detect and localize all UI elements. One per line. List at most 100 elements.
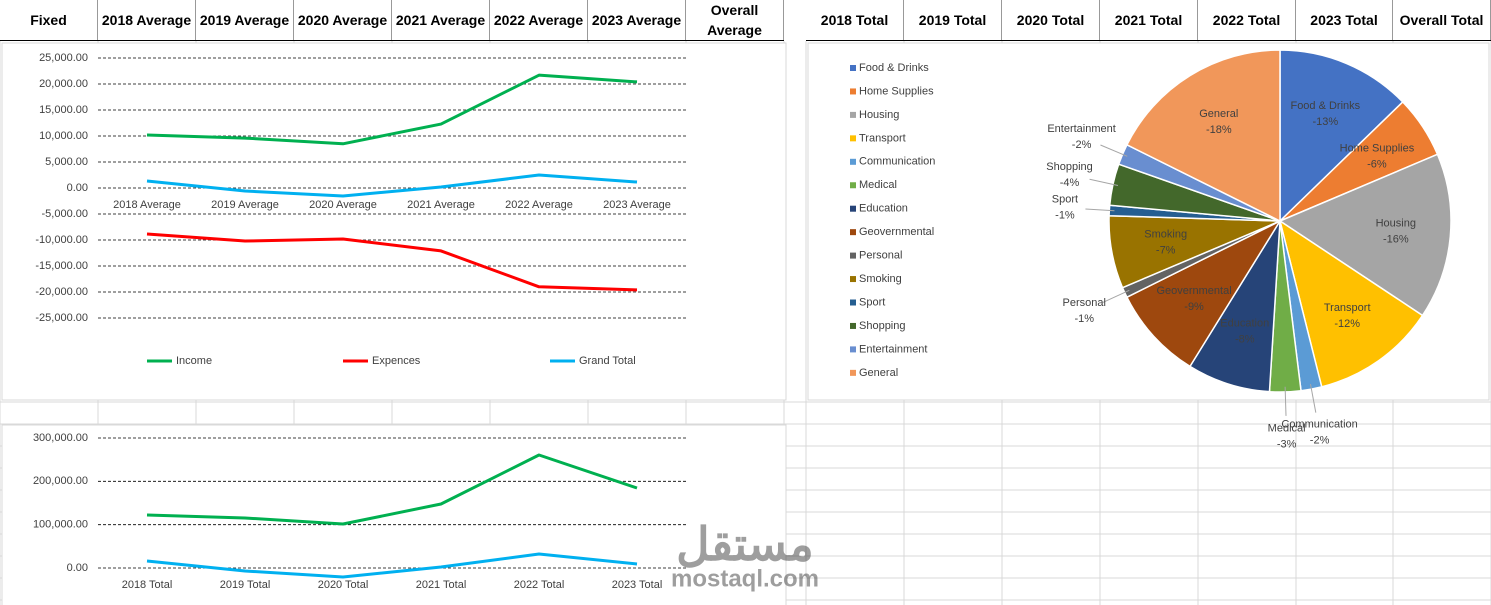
legend-swatch bbox=[850, 229, 856, 236]
legend-label: Housing bbox=[859, 109, 899, 121]
header-cell: Overall Average bbox=[686, 0, 784, 40]
header-cell: 2018 Average bbox=[98, 0, 196, 40]
slice-value: -12% bbox=[1334, 318, 1360, 330]
header-cell: 2020 Average bbox=[294, 0, 392, 40]
pie-slice bbox=[1279, 49, 1404, 223]
line-series bbox=[146, 73, 638, 146]
leader-line bbox=[1085, 208, 1115, 212]
legend-swatch bbox=[850, 135, 856, 142]
leader-line bbox=[1309, 383, 1317, 413]
legend-label: Expences bbox=[372, 355, 421, 367]
legend-swatch bbox=[850, 346, 856, 353]
watermark-logo: مستقل bbox=[676, 518, 814, 570]
slice-label: Home Supplies bbox=[1340, 143, 1415, 155]
header-cell: 2021 Total bbox=[1100, 0, 1198, 40]
legend-swatch bbox=[850, 369, 856, 376]
slice-label: Medical bbox=[1268, 422, 1306, 434]
legend-swatch bbox=[850, 205, 856, 212]
legend-label: Entertainment bbox=[859, 343, 927, 355]
legend-label: Education bbox=[859, 203, 908, 215]
legend-swatch bbox=[850, 65, 856, 71]
line-series bbox=[146, 173, 638, 198]
slice-value: -6% bbox=[1367, 159, 1387, 171]
y-tick-label: 25,000.00 bbox=[39, 52, 88, 64]
legend-label: Geovernmental bbox=[859, 226, 934, 238]
x-tick-label: 2023 Total bbox=[612, 579, 663, 591]
x-tick-label: 2021 Total bbox=[416, 579, 467, 591]
slice-value: -1% bbox=[1055, 210, 1075, 222]
legend-label: Personal bbox=[859, 250, 902, 262]
slice-value: -2% bbox=[1072, 139, 1092, 151]
y-tick-label: 100,000.00 bbox=[33, 519, 88, 531]
header-cell: 2023 Total bbox=[1296, 0, 1393, 40]
line-series bbox=[146, 232, 638, 292]
x-tick-label: 2023 Average bbox=[603, 199, 671, 211]
leader-line bbox=[1100, 144, 1128, 157]
pie-slice bbox=[1278, 219, 1424, 388]
header-cell: Overall Total bbox=[1393, 0, 1491, 40]
slice-value: -8% bbox=[1235, 334, 1255, 346]
x-tick-label: 2019 Total bbox=[220, 579, 271, 591]
y-tick-label: -10,000.00 bbox=[35, 234, 88, 246]
slice-value: -9% bbox=[1184, 301, 1204, 313]
slice-label: Geovernmental bbox=[1156, 285, 1231, 297]
legend-label: Smoking bbox=[859, 273, 902, 285]
legend-label: General bbox=[859, 367, 898, 379]
header-cell: 2021 Average bbox=[392, 0, 490, 40]
leader-line bbox=[1089, 178, 1119, 187]
legend-swatch bbox=[850, 322, 856, 329]
slice-label: Education bbox=[1220, 318, 1269, 330]
legend-label: Communication bbox=[859, 156, 935, 168]
y-tick-label: 15,000.00 bbox=[39, 104, 88, 116]
header-cell: 2023 Average bbox=[588, 0, 686, 40]
header-cell: 2022 Average bbox=[490, 0, 588, 40]
pie-slice bbox=[1125, 49, 1281, 223]
y-tick-label: -20,000.00 bbox=[35, 286, 88, 298]
slice-value: -13% bbox=[1312, 116, 1338, 128]
legend-swatch bbox=[850, 276, 856, 283]
slice-label: Food & Drinks bbox=[1290, 100, 1360, 112]
slice-label: Housing bbox=[1376, 218, 1416, 230]
slice-label: Communication bbox=[1281, 419, 1357, 431]
y-tick-label: -25,000.00 bbox=[35, 312, 88, 324]
header-cell: 2022 Total bbox=[1198, 0, 1296, 40]
leader-line bbox=[1284, 386, 1287, 416]
y-tick-label: 0.00 bbox=[67, 182, 88, 194]
slice-label: Shopping bbox=[1046, 161, 1093, 173]
slice-value: -16% bbox=[1383, 234, 1409, 246]
legend-swatch bbox=[850, 299, 856, 306]
legend-label: Shopping bbox=[859, 320, 906, 332]
header-cell: 2020 Total bbox=[1002, 0, 1100, 40]
legend-label: Income bbox=[176, 355, 212, 367]
legend-swatch bbox=[850, 252, 856, 259]
slice-label: General bbox=[1199, 108, 1238, 120]
slice-value: -7% bbox=[1156, 244, 1176, 256]
legend-label: Transport bbox=[859, 132, 906, 144]
legend-label: Grand Total bbox=[579, 355, 636, 367]
x-tick-label: 2019 Average bbox=[211, 199, 279, 211]
header-cell: Fixed bbox=[0, 0, 98, 40]
chart-area bbox=[1, 42, 787, 401]
x-tick-label: 2020 Total bbox=[318, 579, 369, 591]
leader-line bbox=[1102, 289, 1130, 303]
header-cell: 2018 Total bbox=[806, 0, 904, 40]
legend-swatch bbox=[850, 111, 856, 118]
x-tick-label: 2021 Average bbox=[407, 199, 475, 211]
slice-value: -2% bbox=[1310, 435, 1330, 447]
legend-swatch bbox=[850, 88, 856, 95]
legend-swatch bbox=[850, 158, 856, 165]
x-tick-label: 2020 Average bbox=[309, 199, 377, 211]
legend-label: Food & Drinks bbox=[859, 62, 929, 74]
legend-label: Sport bbox=[859, 296, 885, 308]
x-tick-label: 2022 Average bbox=[505, 199, 573, 211]
slice-value: -18% bbox=[1206, 124, 1232, 136]
header-cell: 2019 Average bbox=[196, 0, 294, 40]
slice-label: Sport bbox=[1052, 194, 1078, 206]
legend-label: Home Supplies bbox=[859, 85, 934, 97]
line-series bbox=[146, 453, 638, 526]
header-cell: 2019 Total bbox=[904, 0, 1002, 40]
pie-slice bbox=[1278, 153, 1452, 317]
slice-value: -3% bbox=[1277, 438, 1297, 450]
